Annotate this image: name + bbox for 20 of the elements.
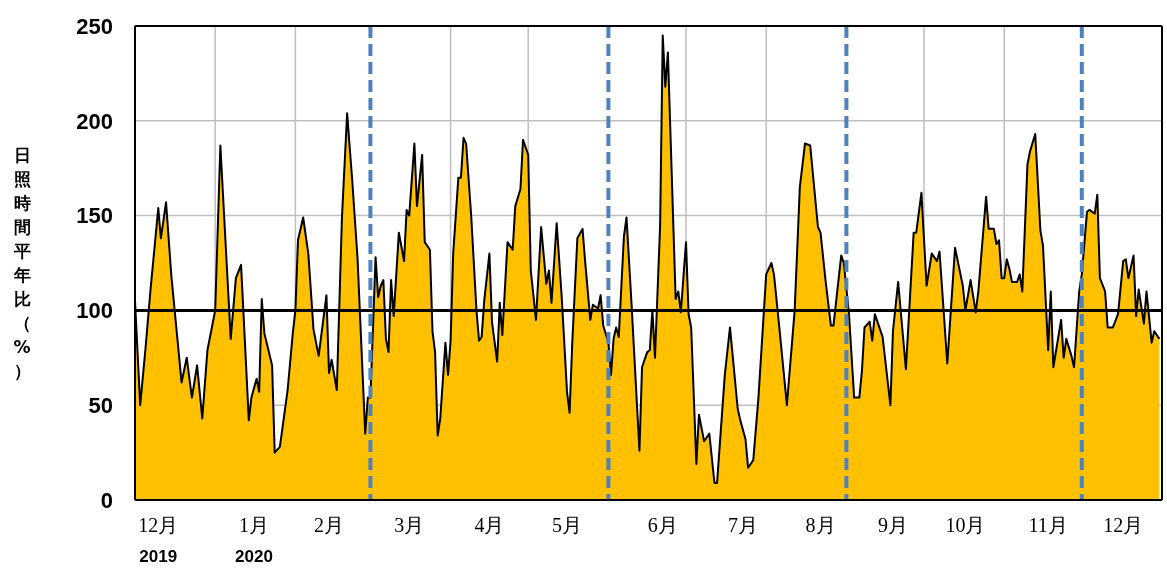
x-tick-label: 12月 [1103, 514, 1144, 536]
x-tick-label: 3月 [394, 514, 425, 536]
x-tick-label: 12月 2019 [138, 514, 179, 566]
y-tick-label: 100 [76, 298, 113, 324]
x-tick-label: 11月 [1028, 514, 1068, 536]
y-tick-label: 0 [100, 487, 113, 513]
y-tick-label: 50 [88, 392, 113, 418]
x-tick-label: 5月 [552, 514, 583, 536]
x-tick-label: 1月 2020 [235, 514, 273, 566]
y-tick-label: 150 [76, 203, 113, 229]
text: 日照時間平年比（%） [13, 144, 31, 381]
x-tick-label: 8月 [805, 514, 836, 536]
x-tick-label: 4月 [474, 514, 505, 536]
x-tick-label: 10月 [945, 514, 986, 536]
x-tick-label: 2月 [314, 514, 345, 536]
x-tick-label: 6月 [647, 514, 678, 536]
x-tick-label: 9月 [877, 514, 908, 536]
y-tick-label: 250 [76, 13, 113, 39]
x-tick-label: 7月 [727, 514, 758, 536]
y-tick-label: 200 [76, 108, 113, 134]
